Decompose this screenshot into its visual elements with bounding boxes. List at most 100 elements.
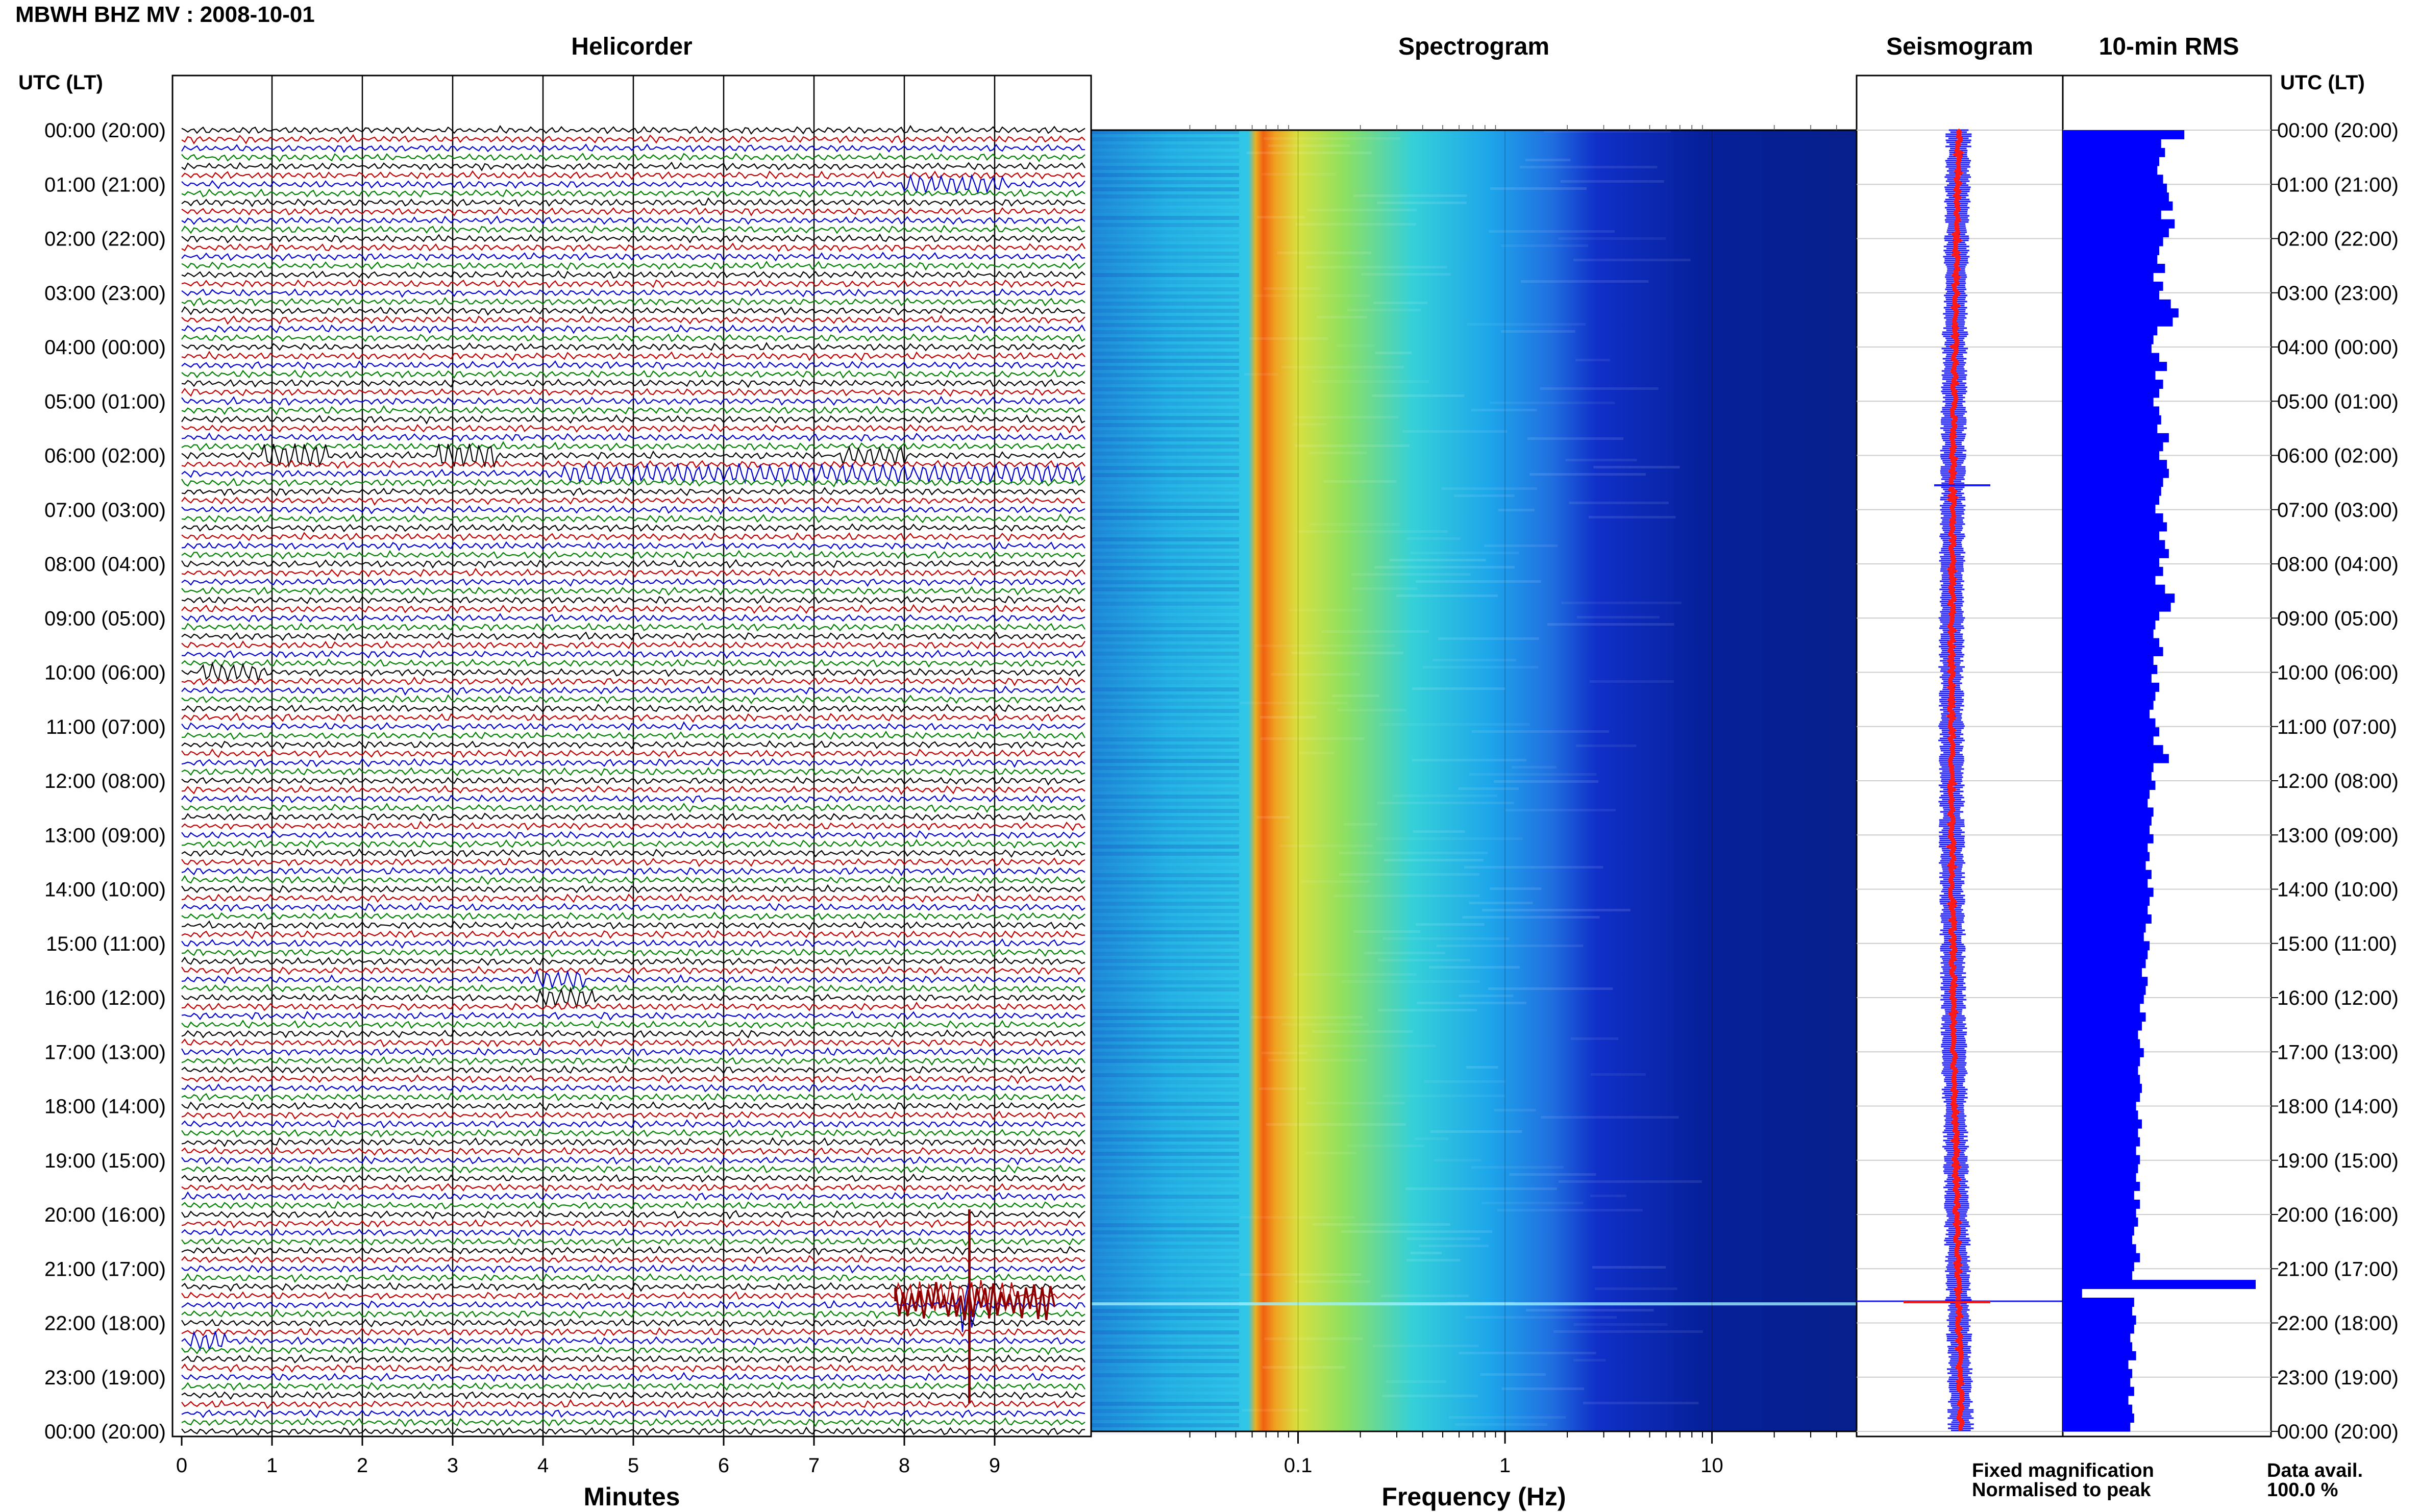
helicorder-xlabel: Minutes [583, 1482, 680, 1511]
helicorder-trace [181, 567, 1085, 578]
helicorder-trace [181, 948, 1085, 958]
spectrogram-row-texture [1091, 873, 1239, 877]
helicorder-trace [181, 640, 1085, 650]
helicorder-trace [181, 911, 1085, 921]
time-label-right: 21:00 (17:00) [2277, 1258, 2399, 1280]
helicorder-trace [181, 378, 1085, 388]
spectrogram-row-texture [1091, 144, 1239, 148]
time-label-right: 04:00 (00:00) [2277, 336, 2399, 359]
spectrogram-row-texture [1091, 1295, 1239, 1299]
spectrogram-row-texture [1091, 1387, 1239, 1392]
spectrogram-row-texture [1091, 1402, 1239, 1406]
spectrogram-row-texture [1091, 1016, 1239, 1020]
spectrogram-row-texture [1406, 537, 1461, 540]
helicorder-trace [181, 297, 1085, 307]
spectrogram-row-texture [1462, 916, 1600, 919]
rms-bar [2063, 147, 2165, 157]
spectrogram-row-texture [1375, 837, 1523, 840]
helicorder-trace [181, 1119, 1085, 1129]
spectrogram-row-texture [1091, 895, 1239, 899]
spectrogram-row-texture [1091, 916, 1239, 920]
spectrogram-row-texture [1352, 587, 1418, 590]
utc-header-left: UTC (LT) [18, 71, 103, 94]
spectrogram-row-texture [1091, 209, 1239, 213]
spectrogram-row-texture [1091, 780, 1239, 784]
spectrogram-row-texture [1347, 309, 1421, 311]
rms-bar [2063, 1199, 2140, 1209]
helicorder-trace [181, 758, 1085, 768]
spectrogram-row-texture [1412, 759, 1527, 761]
helicorder-trace [181, 1210, 1085, 1220]
spectrogram-row-texture [1411, 552, 1519, 554]
rms-bar [2063, 326, 2158, 336]
spectrogram-row-texture [1497, 1209, 1643, 1211]
spectrogram-row-texture [1091, 959, 1239, 963]
helicorder-trace [181, 1001, 1085, 1011]
rms-bar [2063, 593, 2175, 603]
time-label-left: 11:00 (07:00) [46, 716, 166, 738]
spectrogram-row-texture [1295, 223, 1417, 226]
rms-bar [2063, 272, 2154, 282]
helicorder-trace [181, 143, 1085, 153]
helicorder-trace [181, 1065, 1085, 1075]
helicorder-x-tick-label: 4 [537, 1454, 549, 1477]
helicorder-trace [181, 1219, 1085, 1229]
time-label-left: 09:00 (05:00) [44, 607, 166, 630]
rms-bar [2063, 566, 2163, 576]
spectrogram-row-texture [1091, 1159, 1239, 1163]
spectrogram-row-texture [1573, 259, 1691, 261]
spectrogram-row-texture [1091, 459, 1239, 463]
spectrogram-row-texture [1422, 666, 1539, 668]
helicorder-trace [181, 658, 1085, 668]
spectrogram-row-texture [1091, 1280, 1239, 1284]
spectrogram-row-texture [1091, 266, 1239, 270]
spectrogram-row-texture [1091, 252, 1239, 256]
rms-bar [2063, 718, 2156, 728]
spectrogram-row-texture [1299, 752, 1335, 754]
rms-bar [2063, 228, 2169, 238]
rms-bar [2063, 834, 2154, 844]
spectrogram-row-texture [1380, 1295, 1469, 1297]
spectrogram-image [1091, 130, 1857, 1431]
spectrogram-row-texture [1091, 487, 1239, 491]
rms-bar [2063, 308, 2179, 318]
helicorder-trace [181, 197, 1085, 208]
spectrogram-row-texture [1544, 130, 1671, 133]
spectrogram-row-texture [1263, 287, 1321, 290]
spectrogram-row-texture [1091, 1109, 1239, 1113]
rms-bar [2063, 1075, 2140, 1084]
helicorder-trace [181, 1372, 1085, 1382]
spectrogram-row-texture [1240, 1273, 1362, 1276]
spectrogram-row-texture [1091, 1073, 1239, 1077]
rms-bar [2063, 602, 2171, 612]
time-label-left: 17:00 (13:00) [44, 1041, 166, 1063]
spectrogram-row-texture [1257, 216, 1305, 218]
spectrogram-row-texture [1091, 1345, 1239, 1349]
rms-bar [2063, 1217, 2138, 1227]
helicorder-trace [181, 1020, 1085, 1029]
spectrogram-row-texture [1332, 695, 1379, 697]
rms-bar [2063, 985, 2146, 995]
rms-bar [2063, 460, 2167, 469]
helicorder-trace [181, 740, 1085, 750]
spectrogram-row-texture [1091, 866, 1239, 870]
helicorder-trace [181, 661, 1085, 683]
time-label-right: 03:00 (23:00) [2277, 282, 2399, 305]
helicorder-trace [181, 1381, 1085, 1391]
rms-bar [2063, 1155, 2140, 1164]
spectrogram-row-texture [1379, 723, 1530, 726]
spectrogram-row-texture [1091, 623, 1239, 627]
spectrogram-row-texture [1249, 337, 1328, 340]
rms-bar [2063, 807, 2154, 817]
rms-bar [2063, 1164, 2138, 1173]
helicorder-trace [181, 125, 1085, 135]
spectrogram-row-texture [1091, 130, 1239, 134]
helicorder-trace [181, 920, 1085, 930]
rms-bar [2063, 157, 2159, 166]
rms-bar [2063, 255, 2158, 264]
spectrogram-row-texture [1490, 887, 1542, 890]
time-label-right: 06:00 (02:00) [2277, 445, 2399, 467]
time-label-right: 01:00 (21:00) [2277, 173, 2399, 196]
spectrogram-row-texture [1091, 1095, 1239, 1099]
